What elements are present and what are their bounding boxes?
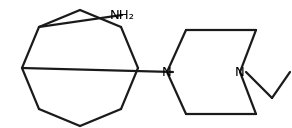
Text: N: N (162, 66, 172, 78)
Text: N: N (235, 66, 245, 78)
Text: NH₂: NH₂ (110, 9, 135, 22)
